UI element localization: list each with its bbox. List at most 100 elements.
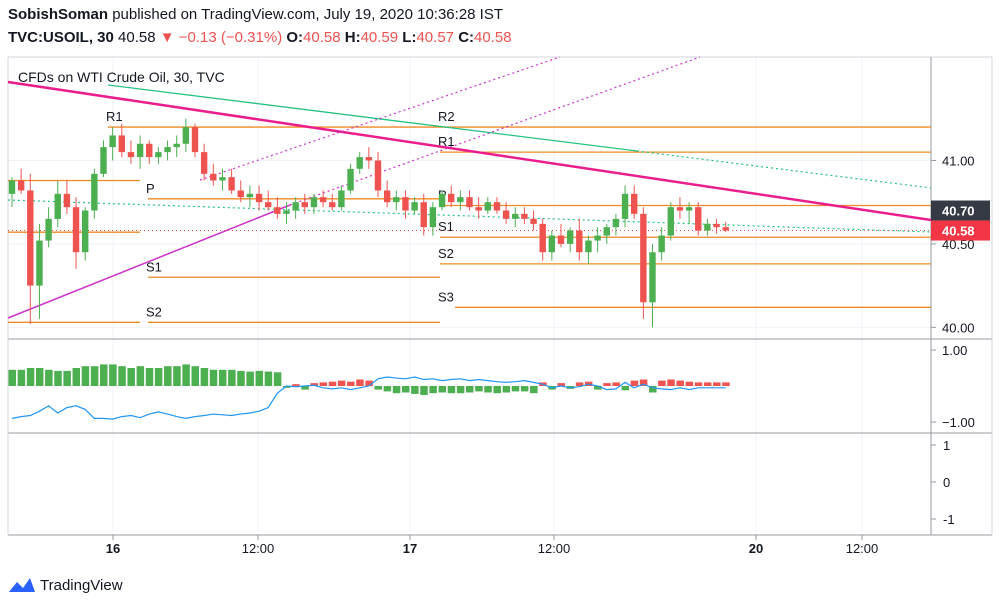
candle-body xyxy=(594,235,601,241)
osc-histogram-bar xyxy=(228,369,236,386)
candle-body xyxy=(274,207,281,214)
candle-body xyxy=(82,210,89,253)
osc-histogram-bar xyxy=(127,368,135,386)
osc-histogram-bar xyxy=(356,379,364,386)
open-label: O: xyxy=(286,29,304,46)
pivot-label: R2 xyxy=(438,109,455,124)
osc-histogram-bar xyxy=(466,386,474,393)
candle-body xyxy=(658,235,665,253)
candle-body xyxy=(466,197,473,208)
price-badge-label: 40.58 xyxy=(942,224,975,239)
low-label: L: xyxy=(402,29,417,46)
candle-body xyxy=(283,210,290,214)
candle-body xyxy=(228,177,235,191)
osc-histogram-bar xyxy=(374,386,382,390)
candle-body xyxy=(100,147,107,174)
candle-body xyxy=(566,230,574,244)
osc-histogram-bar xyxy=(630,380,639,386)
osc-histogram-bar xyxy=(200,368,209,386)
candle-body xyxy=(329,202,336,208)
osc-histogram-bar xyxy=(337,380,346,386)
time-tick-label: 12:00 xyxy=(846,541,879,556)
tradingview-logo-icon xyxy=(9,578,35,592)
published-text: published on TradingView.com, July 19, 2… xyxy=(112,6,504,23)
candle-body xyxy=(319,197,327,203)
osc-histogram-bar xyxy=(310,383,318,386)
osc-histogram-bar xyxy=(292,384,300,386)
osc-histogram-bar xyxy=(502,386,511,393)
candle-body xyxy=(146,143,153,158)
candle-body xyxy=(219,177,226,181)
close-value: 40.58 xyxy=(474,29,512,46)
osc-histogram-bar xyxy=(685,381,694,386)
candle-body xyxy=(612,218,620,228)
time-tick-label: 12:00 xyxy=(538,541,571,556)
osc-histogram-bar xyxy=(182,364,190,386)
pivot-label: S3 xyxy=(438,289,454,304)
osc-histogram-bar xyxy=(145,368,154,386)
osc-histogram-bar xyxy=(456,386,465,394)
osc-histogram-bar xyxy=(475,386,483,392)
osc-histogram-bar xyxy=(484,386,492,393)
price-tick-label: 40.00 xyxy=(942,320,975,335)
osc-histogram-bar xyxy=(301,386,309,390)
osc-histogram-bar xyxy=(81,366,90,386)
candle-body xyxy=(530,218,537,224)
candle-body xyxy=(310,197,318,208)
brand-name: TradingView xyxy=(40,576,123,594)
candle-body xyxy=(484,202,491,211)
osc2-tick-label: 0 xyxy=(943,475,950,490)
osc-histogram-bar xyxy=(136,366,145,386)
osc-histogram-bar xyxy=(703,382,712,386)
osc-histogram-bar xyxy=(90,366,99,386)
osc-histogram-bar xyxy=(447,386,456,394)
osc2-tick-label: -1 xyxy=(943,512,955,527)
pivot-label: S1 xyxy=(438,219,454,234)
candle-body xyxy=(356,157,363,169)
candle-body xyxy=(722,227,729,231)
candle-body xyxy=(557,235,565,244)
candle-body xyxy=(649,252,656,303)
candle-body xyxy=(548,235,556,253)
candle-body xyxy=(72,207,80,253)
trendline-resistance xyxy=(7,80,932,222)
candle-body xyxy=(365,157,373,161)
author-name[interactable]: SobishSoman xyxy=(8,6,109,23)
publish-info: SobishSoman published on TradingView.com… xyxy=(8,6,503,23)
osc-histogram-bar xyxy=(328,381,337,386)
osc-histogram-bar xyxy=(264,371,273,386)
candle-body xyxy=(429,207,437,228)
osc-histogram-bar xyxy=(511,386,520,392)
osc-histogram-bar xyxy=(530,386,538,394)
price-change: −0.13 (−0.31%) xyxy=(178,29,283,46)
candle-body xyxy=(374,160,382,191)
candle-body xyxy=(576,230,583,253)
osc-histogram-bar xyxy=(72,368,81,386)
candle-body xyxy=(585,240,592,253)
osc-tick-label: 1.00 xyxy=(942,343,967,358)
high-label: H: xyxy=(344,29,361,46)
candle-body xyxy=(438,193,446,208)
osc-histogram-bar xyxy=(365,380,373,386)
down-arrow-icon: ▼ xyxy=(159,29,175,46)
osc-histogram-bar xyxy=(154,368,163,386)
candle-body xyxy=(621,193,629,219)
osc-histogram-bar xyxy=(246,371,254,386)
pivot-label: R1 xyxy=(106,109,123,124)
candle-body xyxy=(17,180,25,191)
osc-histogram-bar xyxy=(557,383,565,386)
candle-body xyxy=(155,152,162,158)
candle-body xyxy=(292,202,299,211)
osc-histogram-bar xyxy=(45,369,53,386)
osc-histogram-bar xyxy=(392,386,401,394)
symbol-label: TVC:USOIL, 30 xyxy=(8,29,114,46)
candle-body xyxy=(411,202,418,211)
pivot-label: S2 xyxy=(438,246,454,261)
price-badge xyxy=(931,200,990,221)
price-badge xyxy=(931,220,990,241)
time-tick-label: 20 xyxy=(749,541,763,556)
candle-body xyxy=(704,223,711,231)
trendline-channel-lower xyxy=(7,199,932,233)
tradingview-logo[interactable]: TradingView xyxy=(8,576,123,594)
